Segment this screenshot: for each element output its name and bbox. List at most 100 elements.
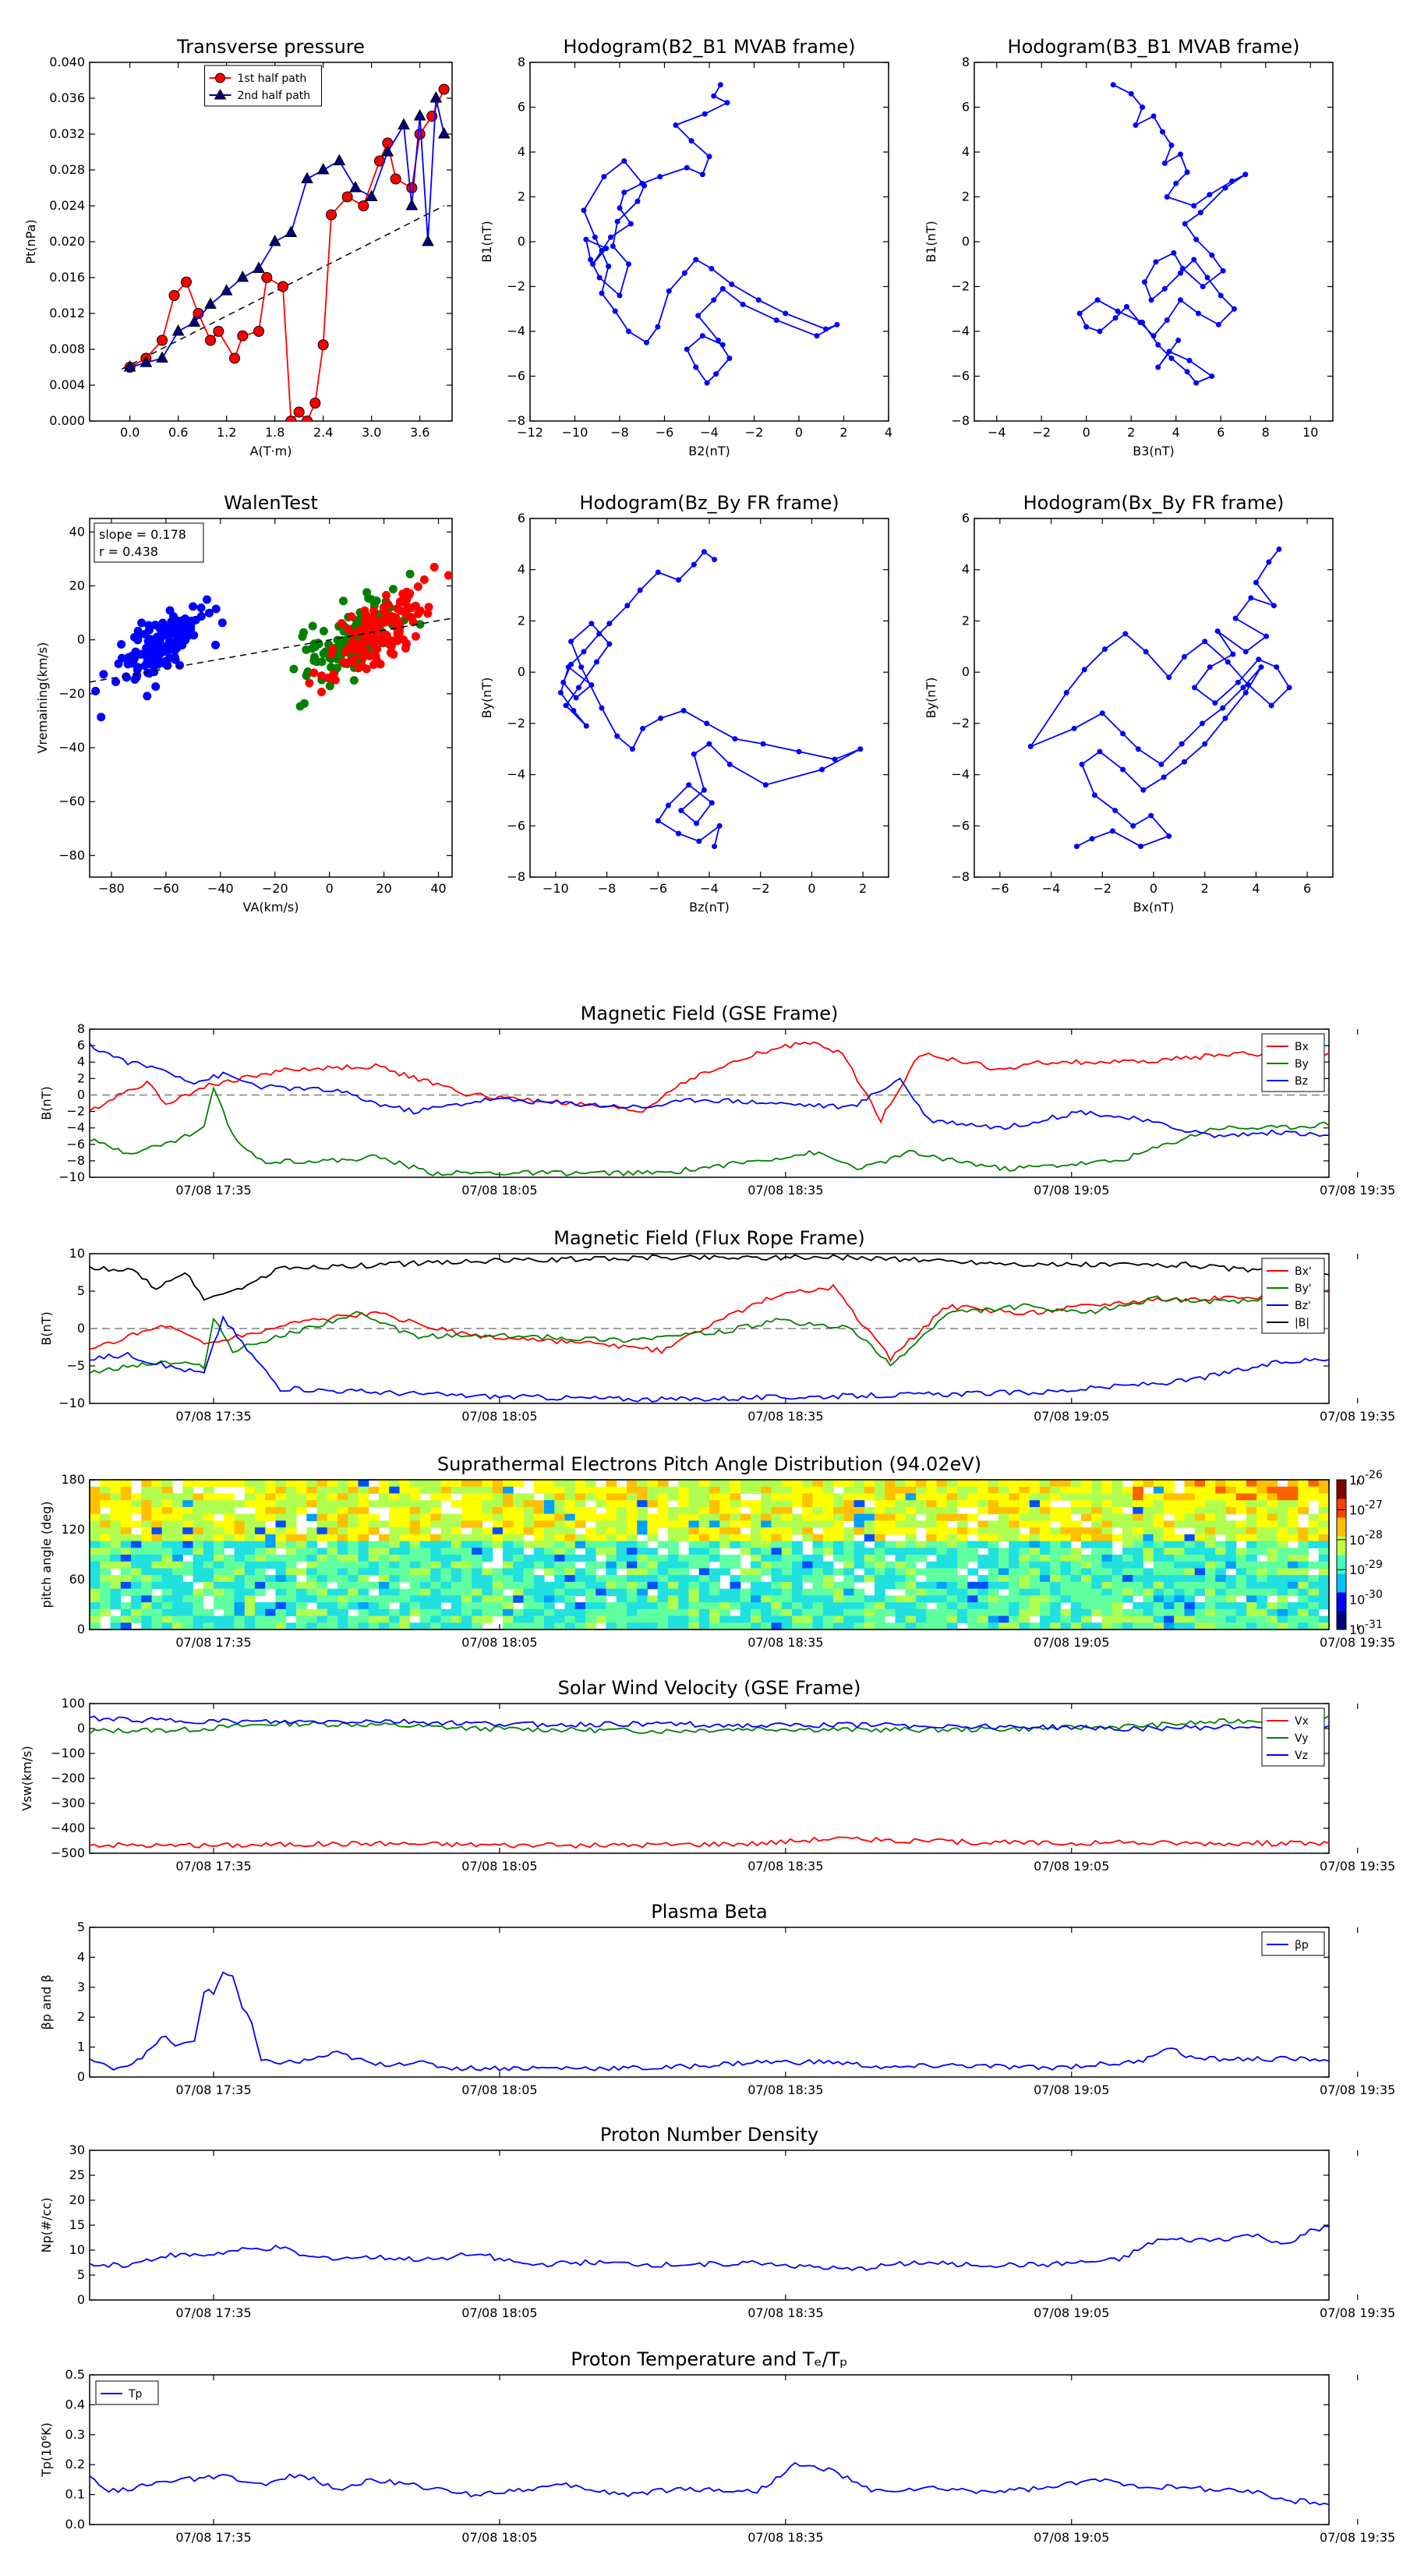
pad-cell (1288, 1548, 1299, 1555)
pad-cell (678, 1568, 690, 1576)
pad-cell (885, 1581, 896, 1590)
pad-cell (348, 1575, 359, 1583)
np-ylabel: Np(#/cc) (39, 2198, 54, 2253)
pad-cell (864, 1575, 875, 1583)
pad-cell (885, 1561, 896, 1569)
pad-cell (358, 1555, 369, 1562)
sw-ytick-label: 100 (61, 1696, 85, 1711)
pad-cell (90, 1548, 101, 1555)
pad-cell (916, 1588, 927, 1596)
pad-cell (224, 1527, 235, 1535)
pad-cell (1235, 1588, 1247, 1596)
pad-cell (379, 1520, 390, 1528)
pad-cell (1029, 1520, 1041, 1528)
pad-cell (203, 1581, 214, 1590)
pad-cell (833, 1527, 844, 1535)
pad-cell (1029, 1534, 1041, 1542)
pad-cell (182, 1480, 194, 1488)
pad-cell (1318, 1548, 1330, 1555)
pad-cell (668, 1615, 679, 1623)
pad-cell (606, 1575, 617, 1583)
pad-cell (1256, 1581, 1268, 1590)
pad-cell (751, 1555, 762, 1562)
pad-cell (430, 1506, 442, 1515)
pad-cell (606, 1506, 617, 1515)
pad-cell (957, 1520, 968, 1528)
pad-cell (1081, 1622, 1092, 1630)
pad-cell (895, 1506, 906, 1515)
h1-point (627, 221, 634, 227)
pad-cell (1050, 1534, 1062, 1542)
pad-cell (853, 1608, 865, 1617)
pad-cell (657, 1541, 669, 1548)
pad-cell (244, 1527, 256, 1535)
pad-cell (420, 1527, 431, 1535)
pad-cell (1164, 1575, 1175, 1583)
pad-cell (110, 1588, 122, 1596)
walen-point (349, 676, 359, 685)
walen-xtick-label: −80 (98, 881, 125, 896)
pad-cell (688, 1534, 700, 1542)
beta-legend-label: βp (1295, 1939, 1309, 1951)
h4-point (1027, 743, 1034, 749)
pad-cell (1111, 1561, 1123, 1569)
walen-point (117, 640, 126, 649)
pad-cell (606, 1568, 617, 1576)
h1-point (673, 122, 679, 128)
pad-cell (730, 1561, 741, 1569)
pad-cell (606, 1608, 617, 1617)
pad-cell (1205, 1520, 1216, 1528)
pad-cell (1040, 1500, 1051, 1508)
tp-point (285, 416, 297, 421)
tp-point (301, 172, 313, 183)
pad-cell (224, 1608, 235, 1617)
pad-cell (461, 1506, 472, 1515)
pad-cell (957, 1513, 968, 1521)
pad-cell (90, 1581, 101, 1590)
pad-cell (895, 1493, 906, 1501)
pad-cell (316, 1493, 328, 1501)
pad-cell (1235, 1500, 1247, 1508)
pad-cell (1060, 1506, 1072, 1515)
pad-cell (1050, 1486, 1062, 1495)
pad-cell (822, 1486, 834, 1495)
pad-cell (1153, 1622, 1164, 1630)
pad-cell (781, 1622, 793, 1630)
pad-cell (606, 1541, 617, 1548)
walen-point (150, 621, 160, 630)
pad-cell (616, 1548, 627, 1555)
pad-cell (1246, 1555, 1257, 1562)
pad-cell (296, 1608, 307, 1617)
pad-cell (1133, 1575, 1144, 1583)
mf_fr-xtick-label: 07/08 17:35 (175, 1409, 251, 1424)
pad-cell (1060, 1486, 1072, 1495)
pad-cell (472, 1486, 483, 1495)
pad-cell (296, 1581, 307, 1590)
pad-cell (1029, 1595, 1041, 1603)
pad-cell (224, 1588, 235, 1596)
pad-cell (131, 1520, 142, 1528)
pad-cell (1029, 1500, 1041, 1508)
pad-cell (472, 1506, 483, 1515)
tp-point (437, 126, 451, 139)
h3-ytick-label: −4 (507, 767, 525, 782)
pad-cell (544, 1534, 555, 1542)
pad-cell (368, 1602, 380, 1610)
pad-cell (1225, 1588, 1237, 1596)
pad-cell (472, 1581, 483, 1590)
pad-cell (306, 1595, 318, 1603)
pad-cell (214, 1534, 224, 1542)
pad-cell (946, 1541, 958, 1548)
pad-cell (1298, 1480, 1309, 1488)
pad-cell (440, 1548, 452, 1555)
walen-point (163, 644, 172, 653)
pad-cell (627, 1541, 638, 1548)
pad-cell (337, 1534, 348, 1542)
pad-cell (90, 1534, 101, 1542)
tp-legend-marker (215, 73, 225, 83)
pad-cell (1029, 1493, 1041, 1501)
beta-ytick-label: 0 (77, 2069, 85, 2084)
pad-cell (316, 1608, 328, 1617)
tp-xtick-label: 1.8 (265, 425, 284, 440)
pad-cell (946, 1602, 958, 1610)
